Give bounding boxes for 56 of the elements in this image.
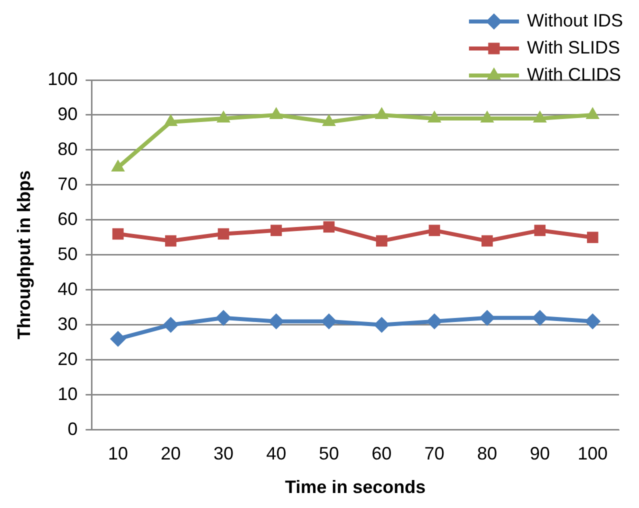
- point: [427, 110, 442, 122]
- x-tick-label: 80: [477, 444, 498, 464]
- point: [110, 330, 126, 347]
- x-axis-title: Time in seconds: [284, 477, 426, 498]
- x-tick-label: 50: [318, 444, 339, 464]
- x-tick-label: 20: [160, 444, 181, 464]
- point: [586, 232, 598, 244]
- point: [268, 313, 284, 330]
- point: [586, 106, 600, 119]
- y-tick-label: 50: [58, 244, 78, 264]
- x-tick-label: 40: [266, 444, 286, 464]
- point: [320, 313, 337, 330]
- point: [584, 313, 601, 330]
- point: [482, 235, 493, 247]
- y-tick-label: 30: [58, 314, 78, 334]
- x-tick-label: 100: [578, 444, 608, 464]
- point: [111, 159, 125, 172]
- point: [428, 224, 440, 236]
- point: [534, 224, 546, 236]
- x-tick-label: 70: [424, 444, 444, 464]
- point: [164, 114, 178, 126]
- point: [323, 221, 335, 233]
- point: [480, 110, 494, 122]
- y-tick-label: 60: [58, 208, 78, 229]
- point: [270, 224, 282, 236]
- point: [532, 310, 548, 326]
- point: [374, 316, 390, 333]
- point: [216, 110, 230, 122]
- legend-label: With SLIDS: [526, 37, 620, 58]
- point: [165, 235, 176, 247]
- y-tick-label: 0: [68, 418, 78, 439]
- point: [162, 316, 179, 333]
- point: [218, 228, 230, 240]
- y-tick-label: 70: [58, 174, 78, 194]
- y-tick-label: 80: [58, 138, 78, 159]
- point: [215, 310, 232, 326]
- point: [479, 310, 496, 326]
- x-tick-label: 30: [213, 444, 234, 464]
- point: [322, 114, 336, 126]
- point: [112, 228, 124, 240]
- point: [374, 106, 389, 119]
- legend-label: Without IDS: [526, 10, 623, 30]
- y-tick-label: 40: [58, 278, 78, 299]
- y-tick-label: 90: [58, 104, 78, 124]
- legend-label: With CLIDS: [526, 64, 621, 84]
- y-tick-label: 100: [48, 68, 78, 89]
- y-axis-title: Throughput in kbps: [14, 170, 34, 340]
- y-tick-label: 10: [58, 384, 78, 404]
- x-tick-label: 90: [530, 444, 550, 464]
- y-tick-label: 20: [58, 348, 78, 369]
- point: [426, 313, 442, 330]
- point: [532, 110, 547, 122]
- x-tick-label: 60: [372, 444, 392, 464]
- point: [269, 106, 284, 119]
- x-tick-label: 10: [108, 444, 128, 464]
- point: [376, 235, 388, 247]
